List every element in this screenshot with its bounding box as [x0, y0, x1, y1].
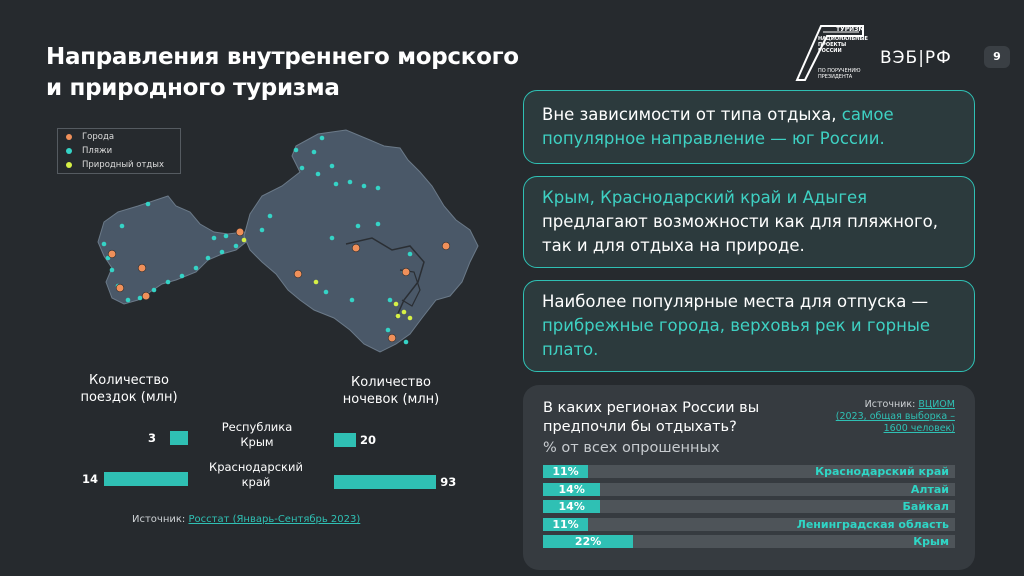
nights-bar-crimea [334, 433, 356, 447]
survey-bar-fill [543, 482, 601, 496]
legend-item-nature: Природный отдых [66, 159, 164, 171]
title-line-2: и природного туризма [46, 75, 340, 101]
region-name-krasnodar: Краснодарский край [209, 460, 303, 489]
map-legend: Города Пляжи Природный отдых [57, 128, 181, 174]
survey-row: 14% Байкал [543, 500, 955, 513]
survey-bar-fill [543, 500, 601, 513]
info-card-2: Крым, Краснодарский край и Адыгея предла… [523, 176, 975, 268]
nights-bar-krasnodar [334, 475, 437, 489]
survey-bar-fill [543, 465, 589, 478]
nights-value-crimea: 20 [360, 433, 377, 447]
nature-dot-icon [66, 162, 72, 168]
trips-bar-krasnodar [104, 472, 188, 486]
page-number: 9 [984, 46, 1010, 68]
survey-subtitle: % от всех опрошенных [543, 440, 720, 456]
survey-row: 11% Краснодарский край [543, 465, 955, 478]
legend-item-cities: Города [66, 131, 114, 143]
survey-bar-percent: 11% [552, 465, 579, 478]
national-projects-logo [795, 25, 864, 81]
city-markers [107, 227, 451, 343]
survey-bar-percent: 14% [558, 500, 585, 513]
beaches-dot-icon [66, 148, 72, 154]
logo-president-text: ПО ПОРУЧЕНИЮ ПРЕЗИДЕНТА [818, 68, 861, 80]
survey-question: В каких регионах России вы предпочли бы … [543, 400, 760, 435]
survey-bar-region: Байкал [902, 500, 949, 513]
crimea-beaches [101, 201, 239, 303]
survey-row: 22% Крым [543, 535, 955, 548]
vciom-detail-link[interactable]: (2023, общая выборка – 1600 человек) [835, 411, 955, 434]
nature-spots [241, 237, 413, 321]
survey-bar-region: Крым [913, 535, 949, 548]
page-title: Направления внутреннего морского и приро… [46, 42, 526, 104]
region-map [97, 129, 479, 353]
trips-label: Количество поездок (млн) [80, 373, 178, 405]
survey-panel: В каких регионах России вы предпочли бы … [523, 385, 975, 570]
trips-value-krasnodar: 14 [82, 472, 99, 486]
rosstat-source: Источник: Росстат (Январь-Сентябрь 2023) [132, 514, 361, 525]
title-line-1: Направления внутреннего морского [46, 44, 519, 70]
region-name-crimea: Республика Крым [221, 420, 293, 449]
survey-bar-fill [543, 517, 589, 531]
survey-bar-region: Краснодарский край [815, 465, 949, 478]
rosstat-link[interactable]: Росстат (Январь-Сентябрь 2023) [188, 514, 361, 525]
legend-item-beaches: Пляжи [66, 145, 112, 157]
survey-bar-region: Ленинградская область [796, 517, 949, 531]
survey-bar-percent: 22% [574, 535, 602, 548]
survey-bar-region: Алтай [910, 482, 949, 496]
trips-value-crimea: 3 [148, 431, 157, 445]
logo-tourism-text: ТУРИЗМ [836, 26, 865, 33]
logo-projects-text: НАЦИОНАЛЬНЫЕ ПРОЕКТЫ РОССИИ [818, 36, 868, 54]
survey-row: 11% Ленинградская область [543, 517, 955, 531]
trips-bar-crimea [170, 431, 188, 445]
veb-rf-logo: ВЭБ|РФ [880, 48, 952, 68]
survey-row: 14% Алтай [543, 482, 955, 496]
survey-bar-fill [543, 535, 634, 548]
info-card-1: Вне зависимости от типа отдыха, самое по… [523, 90, 975, 164]
vciom-link[interactable]: ВЦИОМ [918, 399, 955, 410]
nights-label: Количество ночевок (млн) [342, 375, 440, 407]
cities-dot-icon [66, 134, 72, 140]
survey-bar-percent: 11% [552, 517, 579, 531]
vciom-source: Источник: ВЦИОМ (2023, общая выборка – 1… [835, 399, 955, 434]
info-card-3: Наиболее популярные места для отпуска — … [523, 280, 975, 372]
nights-value-krasnodar: 93 [440, 475, 457, 489]
survey-bar-percent: 14% [558, 482, 585, 496]
